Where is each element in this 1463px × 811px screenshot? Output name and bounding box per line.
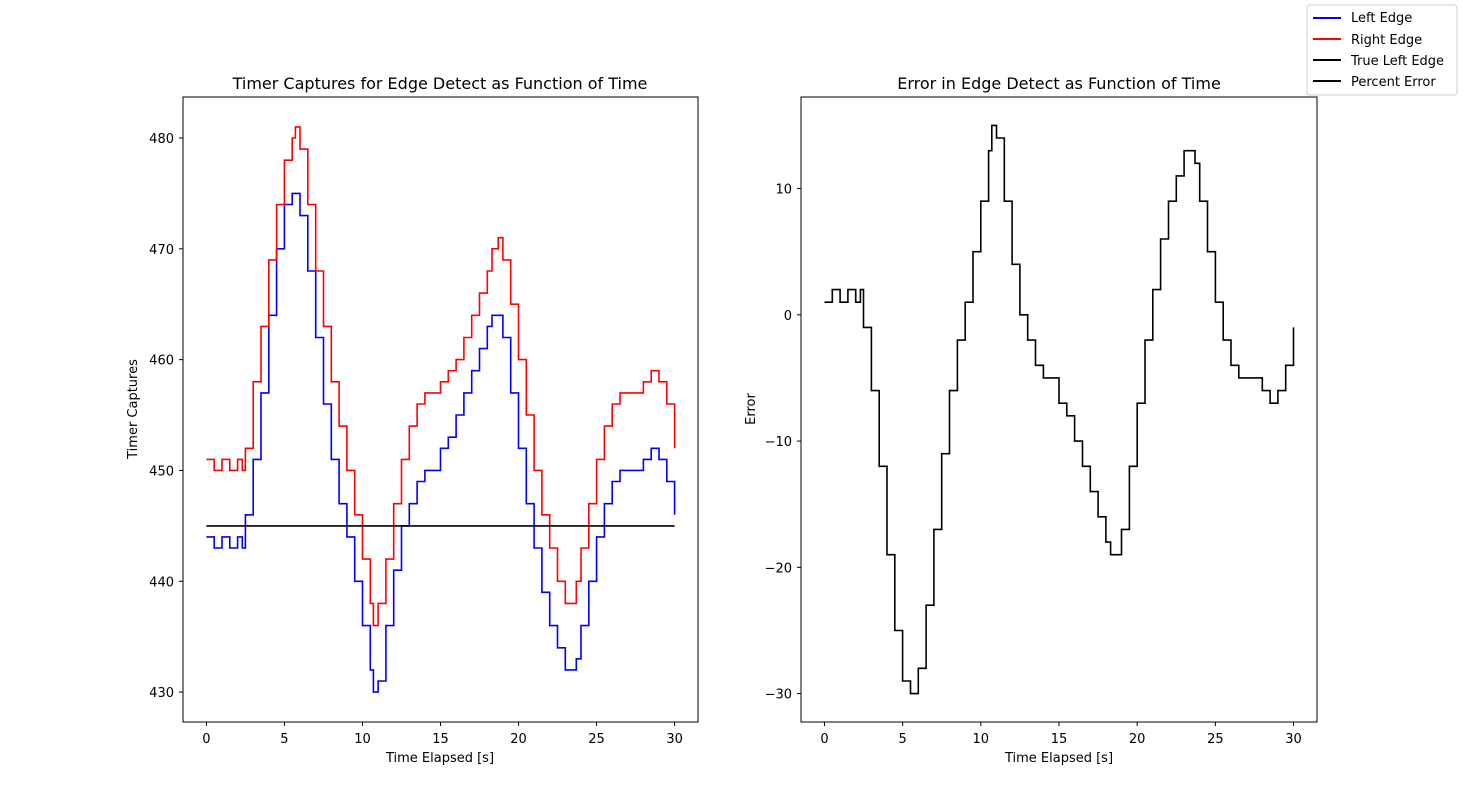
- figure-legend: Left Edge Right Edge True Left Edge Perc…: [1306, 4, 1458, 96]
- left-chart-plot-area: [206, 126, 676, 693]
- left-series-right-edge: [206, 126, 676, 627]
- left-chart-y-axis-label: Timer Captures: [126, 359, 141, 460]
- left-y-tick-label: 430: [149, 686, 174, 701]
- legend-item-left-edge: Left Edge: [1313, 11, 1412, 26]
- left-y-tick-label: 450: [149, 464, 174, 479]
- left-y-tick-label: 470: [149, 243, 174, 258]
- right-chart-plot-area: [824, 124, 1295, 695]
- left-chart-ticks: 0 5 10 15 20 25 30 430 440 450 460 470 480: [149, 132, 683, 747]
- legend-item-right-edge: Right Edge: [1313, 33, 1422, 48]
- right-x-tick-label: 0: [820, 732, 828, 747]
- legend-frame: [1306, 4, 1458, 96]
- legend-label: Percent Error: [1351, 75, 1436, 90]
- right-y-tick-label: −30: [765, 688, 792, 703]
- left-x-tick-label: 30: [666, 732, 683, 747]
- left-x-tick-label: 5: [280, 732, 288, 747]
- right-y-tick-label: 0: [784, 309, 792, 324]
- right-chart-x-axis-label: Time Elapsed [s]: [1004, 751, 1113, 766]
- left-y-tick-label: 460: [149, 354, 174, 369]
- left-x-tick-label: 20: [510, 732, 527, 747]
- right-y-tick-label: 10: [775, 183, 792, 198]
- right-y-tick-label: −10: [765, 435, 792, 450]
- left-chart: Timer Captures for Edge Detect as Functi…: [126, 74, 699, 766]
- right-x-tick-label: 20: [1129, 732, 1146, 747]
- right-x-tick-label: 15: [1051, 732, 1068, 747]
- left-x-tick-label: 25: [588, 732, 605, 747]
- right-chart-ticks: 0 5 10 15 20 25 30 −30 −20 −10 0 10: [765, 183, 1302, 747]
- right-series-percent-error: [824, 124, 1295, 695]
- left-series-left-edge: [206, 192, 676, 693]
- left-chart-title: Timer Captures for Edge Detect as Functi…: [232, 74, 648, 93]
- left-y-tick-label: 440: [149, 575, 174, 590]
- legend-label: Right Edge: [1351, 33, 1422, 48]
- right-x-tick-label: 10: [973, 732, 990, 747]
- legend-item-percent-error: Percent Error: [1313, 75, 1436, 90]
- left-chart-x-axis-label: Time Elapsed [s]: [385, 751, 494, 766]
- right-chart: Error in Edge Detect as Function of Time…: [744, 74, 1318, 766]
- right-chart-y-axis-label: Error: [744, 393, 759, 425]
- legend-label: True Left Edge: [1350, 54, 1444, 69]
- right-y-tick-label: −20: [765, 561, 792, 576]
- left-x-tick-label: 0: [202, 732, 210, 747]
- left-x-tick-label: 10: [354, 732, 371, 747]
- legend-label: Left Edge: [1351, 11, 1412, 26]
- right-x-tick-label: 5: [898, 732, 906, 747]
- left-x-tick-label: 15: [432, 732, 449, 747]
- right-chart-title: Error in Edge Detect as Function of Time: [897, 74, 1221, 93]
- legend-item-true-left-edge: True Left Edge: [1313, 54, 1444, 69]
- right-x-tick-label: 25: [1207, 732, 1224, 747]
- left-y-tick-label: 480: [149, 132, 174, 147]
- right-x-tick-label: 30: [1285, 732, 1302, 747]
